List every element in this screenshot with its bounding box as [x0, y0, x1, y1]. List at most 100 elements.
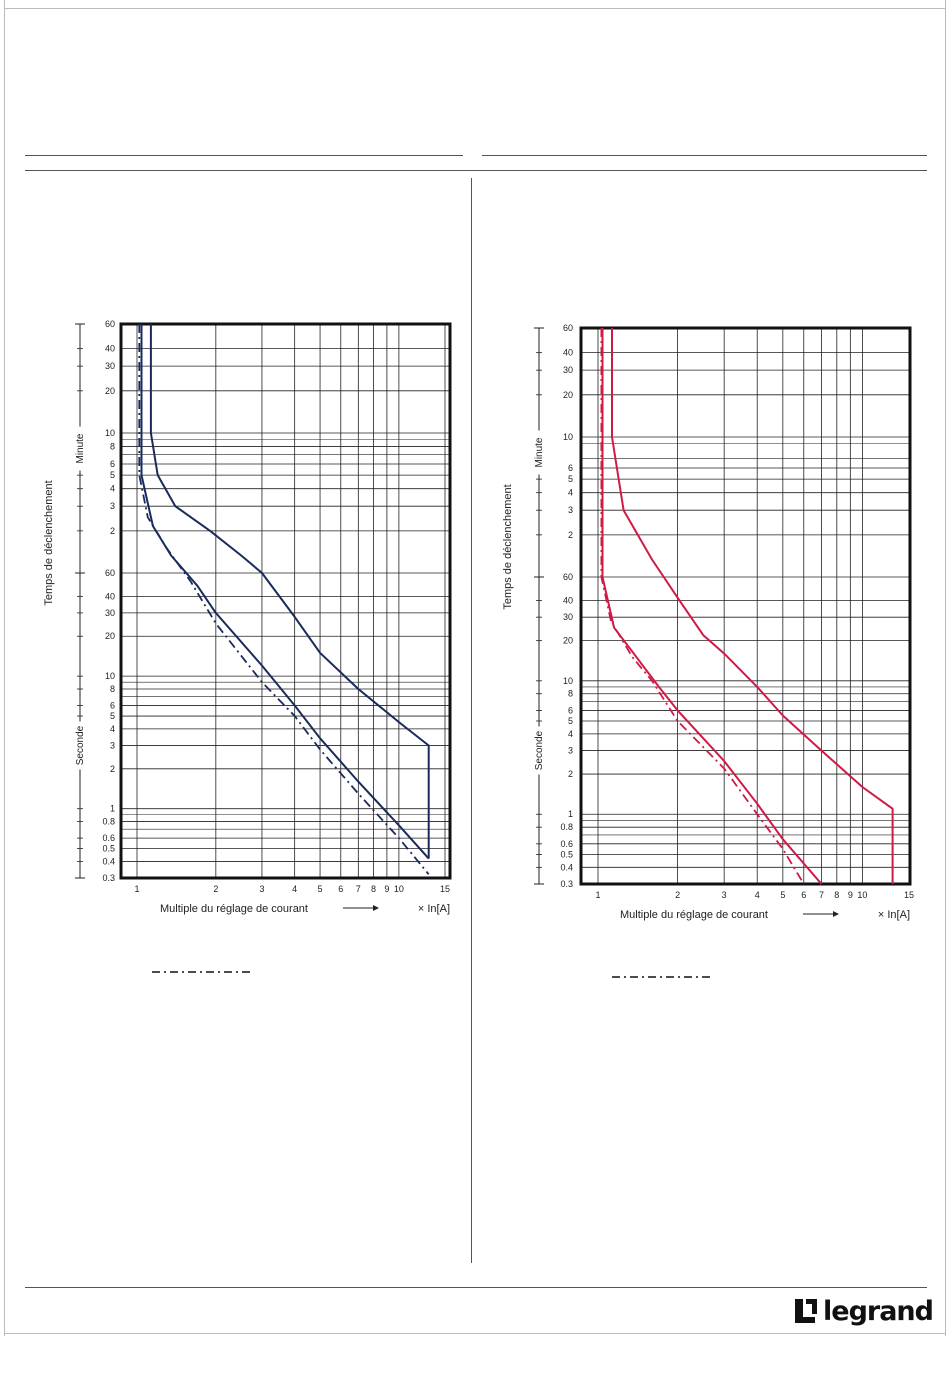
y-tick-label: 0.3: [102, 873, 115, 883]
x-tick-label: 1: [134, 884, 139, 894]
x-tick-label: 4: [755, 890, 760, 900]
y-tick-label: 6: [110, 701, 115, 711]
page-border-right: [945, 0, 946, 1336]
y-section-minute: Minute: [75, 433, 86, 463]
x-tick-label: 10: [857, 890, 867, 900]
y-tick-label: 8: [110, 684, 115, 694]
y-section-second: Seconde: [75, 725, 86, 765]
section-rule: [25, 170, 927, 171]
y-tick-label: 40: [105, 344, 115, 354]
y-tick-label: 30: [105, 608, 115, 618]
x-tick-label: 10: [394, 884, 404, 894]
y-tick-label: 0.4: [560, 862, 573, 872]
x-tick-label: 2: [675, 890, 680, 900]
y-tick-label: 2: [568, 530, 573, 540]
curve-solid-1: [140, 324, 430, 860]
page-border-left: [4, 0, 5, 1336]
trip-curve-chart-blue: 604030201086543210.80.60.50.40.360403020…: [43, 319, 452, 973]
curve-dash-dot: [600, 328, 805, 885]
y-tick-label: 20: [105, 386, 115, 396]
y-section-second: Seconde: [534, 730, 545, 770]
x-tick-label: 15: [904, 890, 914, 900]
x-tick-label: 4: [292, 884, 297, 894]
page-border-top: [4, 8, 946, 9]
curve-solid-1: [601, 328, 823, 885]
y-tick-label: 20: [105, 631, 115, 641]
y-tick-label: 0.5: [560, 849, 573, 859]
x-axis-unit: × In[A]: [878, 909, 910, 921]
header-rule-left: [25, 155, 463, 156]
y-tick-label: 3: [568, 505, 573, 515]
x-tick-label: 6: [801, 890, 806, 900]
column-divider: [471, 178, 472, 1263]
plot-frame: [119, 322, 452, 880]
plot-frame: [579, 326, 912, 886]
y-tick-label: 60: [105, 568, 115, 578]
curve-dash-dot: [138, 324, 430, 875]
x-axis-title: Multiple du réglage de courant: [620, 909, 768, 921]
y-tick-label: 40: [105, 591, 115, 601]
y-tick-label: 20: [563, 390, 573, 400]
x-tick-label: 8: [834, 890, 839, 900]
legrand-logo: legrand: [793, 1291, 934, 1331]
y-tick-label: 2: [110, 764, 115, 774]
x-tick-label: 15: [440, 884, 450, 894]
x-tick-label: 5: [318, 884, 323, 894]
y-tick-label: 0.4: [102, 856, 115, 866]
x-axis-unit: × In[A]: [418, 903, 450, 915]
footer-rule: [25, 1287, 927, 1288]
y-tick-label: 10: [563, 676, 573, 686]
y-tick-label: 20: [563, 636, 573, 646]
y-tick-label: 30: [105, 361, 115, 371]
y-axis-title: Temps de déclenchement: [502, 484, 514, 609]
y-tick-label: 2: [110, 526, 115, 536]
y-tick-label: 3: [110, 740, 115, 750]
y-tick-label: 10: [563, 432, 573, 442]
x-tick-label: 8: [371, 884, 376, 894]
y-tick-label: 5: [110, 711, 115, 721]
y-axis-title: Temps de déclenchement: [43, 480, 55, 605]
y-tick-label: 6: [568, 705, 573, 715]
axis-label-gap: [74, 426, 86, 471]
curve-solid-0: [611, 328, 894, 884]
y-tick-label: 10: [105, 428, 115, 438]
x-tick-label: 3: [259, 884, 264, 894]
y-tick-label: 0.3: [560, 879, 573, 889]
y-tick-label: 5: [568, 474, 573, 484]
y-tick-label: 0.6: [102, 833, 115, 843]
axis-label-gap: [533, 726, 545, 775]
page-border-bottom: [4, 1333, 946, 1334]
x-tick-label: 9: [848, 890, 853, 900]
x-tick-label: 6: [338, 884, 343, 894]
y-tick-label: 4: [110, 724, 115, 734]
y-tick-label: 30: [563, 612, 573, 622]
y-tick-label: 2: [568, 769, 573, 779]
x-tick-label: 3: [722, 890, 727, 900]
axis-label-gap: [74, 721, 86, 770]
brand-name: legrand: [823, 1295, 934, 1327]
y-tick-label: 60: [563, 323, 573, 333]
y-tick-label: 8: [568, 689, 573, 699]
y-tick-label: 3: [568, 746, 573, 756]
y-tick-label: 1: [110, 804, 115, 814]
header-rule-right: [482, 155, 927, 156]
y-tick-label: 1: [568, 809, 573, 819]
y-tick-label: 8: [110, 442, 115, 452]
y-tick-label: 60: [105, 319, 115, 329]
y-tick-label: 5: [110, 470, 115, 480]
x-tick-label: 9: [384, 884, 389, 894]
curve-solid-0: [149, 324, 430, 859]
y-tick-label: 0.5: [102, 844, 115, 854]
y-tick-label: 6: [568, 463, 573, 473]
axis-label-gap: [533, 430, 545, 475]
y-tick-label: 6: [110, 459, 115, 469]
legrand-mark-icon: [795, 1299, 817, 1323]
y-section-minute: Minute: [534, 437, 545, 467]
y-tick-label: 0.8: [560, 822, 573, 832]
y-tick-label: 0.8: [102, 817, 115, 827]
y-tick-label: 4: [568, 488, 573, 498]
y-tick-label: 4: [568, 729, 573, 739]
trip-curve-chart-red: 604030201086543210.80.60.50.40.360403020…: [502, 323, 914, 978]
y-tick-label: 10: [105, 671, 115, 681]
y-tick-label: 5: [568, 716, 573, 726]
